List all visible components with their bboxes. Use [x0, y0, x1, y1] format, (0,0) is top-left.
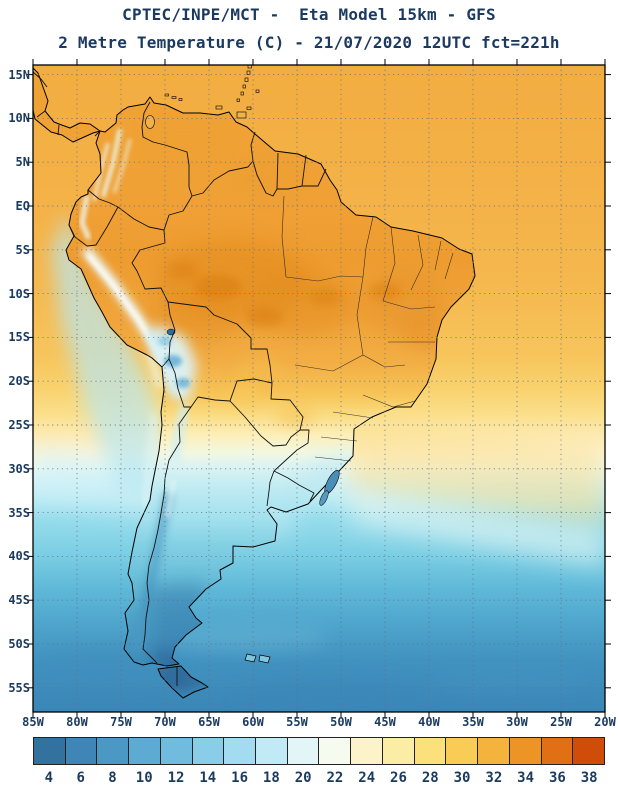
lat-tick-label: 5N [15, 155, 30, 170]
colorbar-tick-label: 34 [517, 770, 535, 786]
colorbar-cell [509, 738, 542, 764]
colorbar-cell [192, 738, 225, 764]
lat-tick-label: 50S [8, 637, 30, 651]
lon-tick-label: 50W [330, 715, 352, 729]
lat-tick-label: EQ [15, 199, 30, 213]
colorbar-tick-label: 32 [485, 770, 503, 786]
lat-tick-label: 10S [8, 286, 30, 301]
colorbar-cell [97, 738, 130, 764]
lat-tick-label: 20S [8, 374, 30, 389]
colorbar-cell [34, 738, 66, 764]
lat-tick-label: 55S [8, 680, 30, 695]
title-line-2: 2 Metre Temperature (C) - 21/07/2020 12U… [58, 33, 560, 52]
colorbar-tick-label: 16 [231, 770, 248, 786]
lon-tick-label: 70W [154, 715, 176, 729]
colorbar [33, 737, 605, 765]
colorbar-tick-label: 4 [44, 770, 54, 786]
colorbar-cell [541, 738, 574, 764]
lat-tick-label: 40S [8, 549, 30, 564]
colorbar-cell [573, 738, 604, 764]
lat-tick-label: 5S [15, 242, 30, 257]
colorbar-tick-label: 28 [421, 770, 439, 786]
colorbar-tick-label: 6 [76, 770, 85, 786]
colorbar-cell [478, 738, 510, 764]
lakes [145, 115, 340, 506]
lon-tick-label: 35W [462, 715, 484, 729]
lat-tick-label: 15N [8, 67, 30, 82]
lat-tick-label: 10N [8, 111, 30, 126]
lon-tick-label: 60W [242, 715, 264, 729]
colorbar-tick-label: 24 [358, 770, 376, 786]
axis-ticks [27, 59, 611, 718]
colorbar-tick-label: 26 [390, 770, 407, 786]
map-frame [32, 64, 606, 713]
title-line-1: CPTEC/INPE/MCT - Eta Model 15km - GFS [122, 5, 496, 24]
colorbar-cell [129, 738, 161, 764]
colorbar-cell [414, 738, 447, 764]
colorbar-labels: 4 6 8 10 12 14 16 18 20 22 24 26 28 30 32 34 36 38 [33, 770, 605, 786]
temperature-map [27, 59, 611, 718]
lat-tick-label: 15S [8, 330, 30, 345]
colorbar-tick-label: 12 [167, 770, 185, 786]
country-borders [33, 71, 327, 686]
lon-tick-label: 25W [550, 715, 572, 729]
lat-tick-label: 25S [8, 418, 30, 432]
colorbar-cell [382, 738, 415, 764]
colorbar-tick-label: 30 [453, 770, 471, 786]
colorbar-cell [256, 738, 288, 764]
colorbar-cell [65, 738, 98, 764]
lat-tick-label: 35S [8, 505, 30, 520]
colorbar-tick-label: 22 [326, 770, 344, 786]
colorbar-cell [224, 738, 257, 764]
colorbar-cell [319, 738, 352, 764]
colorbar-tick-label: 36 [548, 770, 566, 786]
lon-tick-label: 55W [286, 715, 308, 729]
colorbar-tick-label: 20 [294, 770, 312, 786]
colorbar-cell [446, 738, 479, 764]
lon-tick-label: 45W [374, 715, 396, 729]
lon-tick-label: 85W [22, 715, 44, 729]
map-layers [33, 65, 605, 712]
lon-tick-label: 40W [418, 715, 440, 729]
humboldt-cold-tongue [51, 213, 159, 497]
colorbar-tick-label: 8 [108, 770, 117, 786]
lon-tick-label: 30W [506, 715, 528, 729]
colorbar-tick-label: 14 [199, 770, 217, 786]
lon-tick-label: 65W [198, 715, 220, 729]
lat-tick-label: 30S [8, 461, 30, 476]
lat-tick-label: 45S [8, 593, 30, 608]
colorbar-cell [160, 738, 193, 764]
caribbean-islands [164, 65, 260, 119]
lon-tick-label: 75W [110, 715, 132, 729]
colorbar-tick-label: 10 [135, 770, 153, 786]
colorbar-cell [351, 738, 383, 764]
colorbar-tick-label: 38 [580, 770, 598, 786]
lon-tick-label: 20W [594, 715, 616, 729]
colorbar-cell [287, 738, 320, 764]
lon-tick-label: 80W [66, 715, 88, 729]
state-borders [281, 195, 454, 462]
colorbar-tick-label: 18 [262, 770, 280, 786]
